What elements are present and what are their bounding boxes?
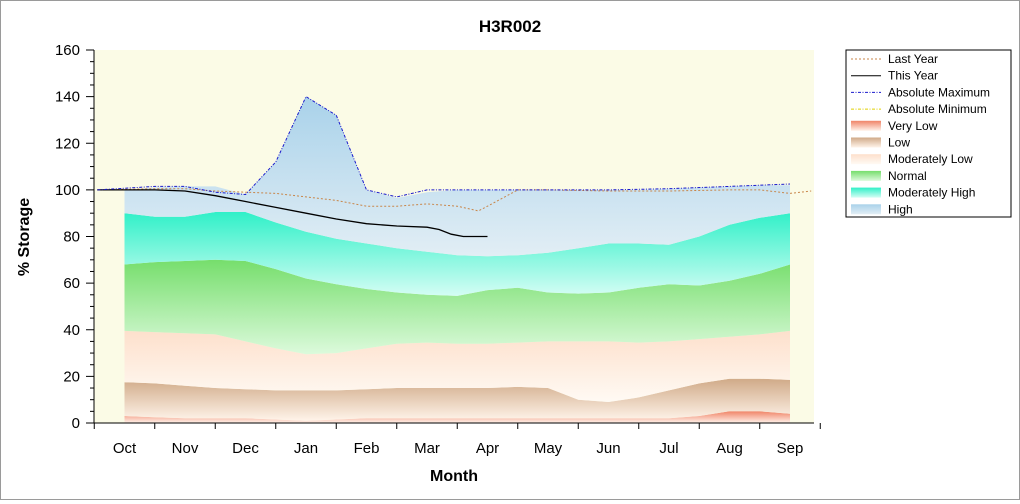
- x-tick-label: Dec: [232, 440, 259, 457]
- legend-label: Moderately High: [888, 186, 975, 200]
- y-tick-label: 20: [63, 368, 80, 385]
- legend-item-this-year: This Year: [851, 69, 938, 83]
- data-series: [97, 95, 812, 238]
- y-axis-ticks: 0 20 40 60 80 100 120 140 160: [55, 42, 94, 432]
- band-moderately-low: [124, 330, 790, 402]
- band-normal: [124, 259, 790, 355]
- legend-item-moderately-low: Moderately Low: [851, 152, 973, 166]
- legend-swatch: [851, 204, 881, 215]
- x-axis-ticks: Oct Nov Dec Jan Feb Mar Apr May Jun Jul Aug Sep: [93, 423, 821, 457]
- x-tick-label: Oct: [113, 440, 137, 457]
- legend-item-absolute-maximum: Absolute Maximum: [851, 85, 990, 99]
- legend-swatch: [851, 170, 881, 181]
- x-tick-label: Aug: [716, 440, 743, 457]
- band-moderately-high: [124, 212, 790, 296]
- band-very-low: [124, 411, 790, 423]
- y-tick-label: 80: [63, 229, 80, 246]
- series-absolute-maximum: [97, 95, 791, 198]
- y-tick-label: 0: [72, 415, 80, 432]
- x-tick-label: May: [534, 440, 563, 457]
- y-tick-label: 160: [55, 42, 80, 59]
- legend-label: Moderately Low: [888, 152, 973, 166]
- x-tick-label: Sep: [777, 440, 804, 457]
- y-tick-label: 100: [55, 182, 80, 199]
- y-tick-label: 140: [55, 89, 80, 106]
- legend-swatch: [851, 137, 881, 148]
- legend-item-low: Low: [851, 136, 910, 150]
- legend-label: Very Low: [888, 119, 938, 133]
- legend: Last Year This Year Absolute Maximum Absolu…: [845, 49, 1012, 218]
- x-tick-label: Apr: [476, 440, 499, 457]
- x-tick-label: Jun: [596, 440, 620, 457]
- y-tick-label: 60: [63, 275, 80, 292]
- legend-swatch: [851, 154, 881, 165]
- legend-label: Absolute Minimum: [888, 102, 987, 116]
- chart-title: H3R002: [479, 17, 541, 36]
- legend-item-normal: Normal: [851, 169, 927, 183]
- percentile-bands: [124, 96, 790, 423]
- legend-label: High: [888, 202, 913, 216]
- series-this-year: [97, 189, 488, 238]
- legend-item-last-year: Last Year: [851, 52, 938, 66]
- legend-swatch: [851, 187, 881, 198]
- x-tick-label: Jan: [294, 440, 318, 457]
- legend-item-absolute-minimum: Absolute Minimum: [851, 102, 987, 116]
- legend-label: Low: [888, 136, 910, 150]
- x-tick-label: Jul: [659, 440, 678, 457]
- series-last-year: [97, 188, 812, 212]
- band-low: [124, 378, 790, 421]
- band-high: [124, 96, 790, 257]
- y-tick-label: 40: [63, 322, 80, 339]
- y-tick-label: 120: [55, 135, 80, 152]
- x-tick-label: Mar: [414, 440, 440, 457]
- legend-label: Last Year: [888, 52, 938, 66]
- x-tick-label: Nov: [172, 440, 199, 457]
- x-axis-title: Month: [430, 468, 478, 485]
- x-tick-label: Feb: [354, 440, 380, 457]
- legend-item-moderately-high: Moderately High: [851, 186, 975, 200]
- legend-swatch: [851, 120, 881, 131]
- legend-label: Normal: [888, 169, 927, 183]
- legend-item-very-low: Very Low: [851, 119, 938, 133]
- y-axis-title: % Storage: [16, 198, 33, 276]
- legend-label: This Year: [888, 69, 938, 83]
- legend-item-high: High: [851, 202, 913, 216]
- legend-label: Absolute Maximum: [888, 85, 990, 99]
